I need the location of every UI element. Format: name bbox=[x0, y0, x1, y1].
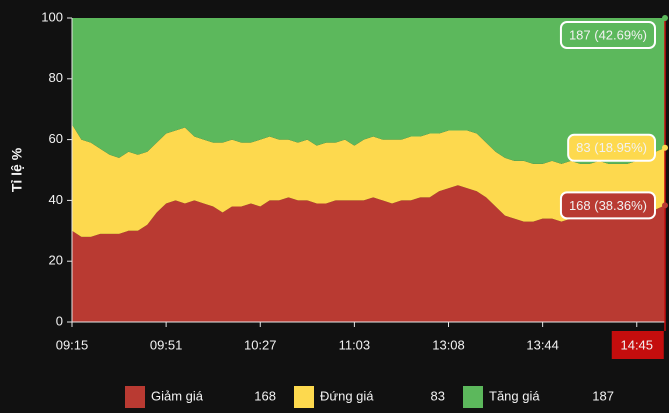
value-label: 83 (18.95%) bbox=[576, 140, 647, 155]
legend-swatch bbox=[294, 386, 314, 408]
end-dot bbox=[662, 15, 668, 21]
y-tick-label: 80 bbox=[49, 70, 63, 85]
legend-total: 187 bbox=[592, 388, 614, 403]
end-dot bbox=[662, 144, 668, 151]
y-tick-label: 100 bbox=[41, 9, 63, 24]
y-tick-label: 20 bbox=[49, 253, 63, 268]
x-tick-label: 13:44 bbox=[526, 337, 559, 352]
value-label-box bbox=[559, 191, 656, 220]
x-tick-label: 09:15 bbox=[56, 337, 89, 352]
end-dot bbox=[662, 202, 668, 209]
legend-swatch bbox=[463, 386, 483, 408]
value-label-group: 168 (38.36%) bbox=[559, 191, 656, 220]
current-time-box bbox=[611, 331, 664, 359]
legend-total: 83 bbox=[431, 388, 445, 403]
value-label-box bbox=[559, 21, 656, 49]
y-tick-label: 60 bbox=[49, 131, 63, 146]
area bbox=[72, 124, 665, 237]
value-label-group: 83 (18.95%) bbox=[567, 133, 656, 162]
legend-label: Giảm giá bbox=[151, 388, 204, 403]
y-tick-label: 40 bbox=[49, 192, 63, 207]
y-axis-label: Tỉ lệ % bbox=[9, 147, 25, 192]
x-tick-label: 10:27 bbox=[244, 337, 277, 352]
legend-swatch bbox=[125, 386, 145, 408]
x-tick-label: 14:45 bbox=[620, 337, 653, 352]
value-label: 187 (42.69%) bbox=[569, 27, 647, 42]
area bbox=[72, 185, 665, 322]
x-tick-label: 09:51 bbox=[150, 337, 183, 352]
y-tick-label: 0 bbox=[56, 313, 63, 328]
legend-label: Tăng giá bbox=[489, 388, 540, 403]
value-label-box bbox=[567, 133, 656, 162]
legend-label: Đứng giá bbox=[320, 388, 374, 403]
x-tick-label: 11:03 bbox=[339, 337, 371, 352]
value-label-group: 187 (42.69%) bbox=[559, 21, 656, 49]
x-tick-label: 13:08 bbox=[432, 337, 465, 352]
legend-total: 168 bbox=[254, 388, 276, 403]
area bbox=[72, 18, 665, 164]
value-label: 168 (38.36%) bbox=[569, 198, 647, 213]
